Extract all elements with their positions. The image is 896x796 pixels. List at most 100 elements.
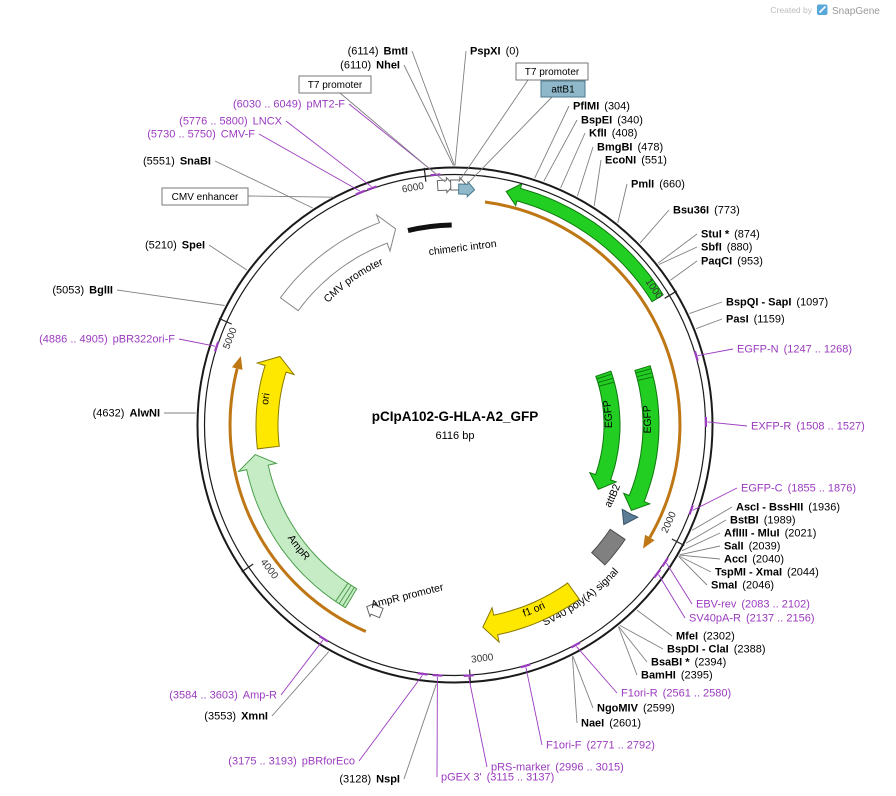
enzyme-label-bstbi[interactable]: BstBI (1989)	[730, 515, 796, 527]
t7-promoter-box-left[interactable]: T7 promoter	[298, 75, 446, 183]
feature-egfp-outer-shape[interactable]	[622, 365, 660, 512]
primer-site-egfp-c[interactable]	[688, 504, 694, 515]
enzyme-label-afliii-mlui[interactable]: AflIII - MluI (2021)	[724, 528, 816, 540]
feature-f1-ori[interactable]: f1 ori	[482, 582, 581, 644]
enzyme-label-bglii[interactable]: (5053) BglII	[52, 285, 113, 297]
feature-egfp-outer[interactable]: EGFP	[622, 365, 660, 512]
t7-promoter-box-right-box[interactable]	[515, 62, 589, 81]
enzyme-label-stui[interactable]: StuI * (874)	[701, 229, 760, 241]
enzyme-label-kfli[interactable]: KflI (408)	[589, 128, 637, 140]
feature-f1-ori-shape[interactable]	[482, 582, 581, 644]
feature-chimeric-intron[interactable]: chimeric intron	[407, 222, 497, 258]
t7-promoter-box-left-label[interactable]: T7 promoter	[308, 80, 363, 91]
feature-orf-left[interactable]	[228, 356, 367, 633]
enzyme-label-acci[interactable]: AccI (2040)	[724, 554, 784, 566]
enzyme-label-pspxi[interactable]: PspXI (0)	[470, 46, 519, 58]
feature-chimeric-intron-shape[interactable]	[407, 222, 452, 234]
primer-label-pbr322ori-f[interactable]: (4886 .. 4905) pBR322ori-F	[39, 334, 175, 346]
feature-cmv-promoter-shape[interactable]	[279, 213, 397, 312]
feature-t7-promoter-1-shape[interactable]	[436, 176, 455, 194]
primer-site-pmt2-f[interactable]	[430, 173, 441, 177]
enzyme-label-bmgbi[interactable]: BmgBI (478)	[597, 142, 663, 154]
t7-promoter-box-right[interactable]: T7 promoter	[458, 62, 589, 183]
feature-ori-shape[interactable]	[255, 355, 296, 450]
enzyme-label-tspmi-xmai[interactable]: TspMI - XmaI (2044)	[715, 567, 819, 579]
attb1-box-label[interactable]: attB1	[551, 85, 575, 96]
primer-label-lncx[interactable]: (5776 .. 5800) LNCX	[179, 116, 283, 128]
primer-site-amp-r[interactable]	[318, 635, 329, 643]
feature-ampr-promoter-shape[interactable]	[366, 601, 384, 619]
primer-site-prs-marker[interactable]	[463, 674, 474, 677]
feature-label-egfp-inner[interactable]: EGFP	[601, 399, 615, 428]
primer-label-egfp-c[interactable]: EGFP-C (1855 .. 1876)	[741, 483, 856, 495]
feature-orf-right-head[interactable]	[643, 534, 655, 549]
primer-site-egfp-n[interactable]	[693, 350, 699, 362]
feature-label-ampr-promoter[interactable]: AmpR promoter	[370, 581, 445, 611]
t7-promoter-box-left-box[interactable]	[298, 75, 372, 94]
feature-cds-top[interactable]	[505, 182, 664, 303]
t7-promoter-box-right-label[interactable]: T7 promoter	[525, 67, 580, 78]
primer-site-pbr322ori-f[interactable]	[213, 341, 220, 352]
primer-label-exfp-r[interactable]: EXFP-R (1508 .. 1527)	[751, 421, 865, 433]
feature-ori[interactable]: ori	[255, 355, 296, 450]
primer-label-f1ori-f[interactable]: F1ori-F (2771 .. 2792)	[546, 740, 655, 752]
feature-cmv-promoter[interactable]: CMV promoter	[279, 213, 397, 312]
enzyme-label-spei[interactable]: (5210) SpeI	[145, 240, 205, 252]
primer-label-pmt2-f[interactable]: (6030 .. 6049) pMT2-F	[233, 99, 345, 111]
feature-egfp-inner-shape[interactable]	[588, 370, 621, 490]
enzyme-label-asci-bsshii[interactable]: AscI - BssHII (1936)	[736, 502, 840, 514]
enzyme-label-mfei[interactable]: MfeI (2302)	[676, 631, 735, 643]
enzyme-label-sbfi[interactable]: SbfI (880)	[701, 242, 752, 254]
primer-label-cmv-f[interactable]: (5730 .. 5750) CMV-F	[147, 129, 255, 141]
feature-label-ori[interactable]: ori	[259, 392, 273, 405]
primer-site-f1ori-r[interactable]	[570, 641, 581, 649]
primer-label-prs-marker[interactable]: pRS-marker (2996 .. 3015)	[491, 762, 624, 774]
cmv-enhancer-box-label[interactable]: CMV enhancer	[172, 192, 239, 203]
feature-attb1[interactable]	[458, 180, 476, 199]
feature-ampr-promoter[interactable]: AmpR promoter	[366, 581, 445, 619]
feature-orf-left-body[interactable]	[228, 368, 367, 633]
feature-label-chimeric-intron[interactable]: chimeric intron	[428, 238, 497, 258]
cmv-enhancer-box-box[interactable]	[161, 187, 249, 206]
enzyme-label-econi[interactable]: EcoNI (551)	[605, 155, 667, 167]
enzyme-label-sali[interactable]: SalI (2039)	[724, 541, 780, 553]
enzyme-label-bspqi-sapi[interactable]: BspQI - SapI (1097)	[726, 297, 828, 309]
feature-label-egfp-outer[interactable]: EGFP	[641, 405, 654, 434]
feature-attb2-shape[interactable]	[621, 508, 639, 526]
enzyme-label-paqci[interactable]: PaqCI (953)	[701, 256, 763, 268]
feature-cds-top-shape[interactable]	[505, 182, 664, 303]
enzyme-label-alwni[interactable]: (4632) AlwNI	[93, 408, 160, 420]
primer-label-ebv-rev[interactable]: EBV-rev (2083 .. 2102)	[696, 599, 810, 611]
enzyme-label-pflmi[interactable]: PflMI (304)	[573, 101, 630, 113]
primer-label-egfp-n[interactable]: EGFP-N (1247 .. 1268)	[737, 344, 852, 356]
primer-site-ebv-rev[interactable]	[661, 557, 669, 567]
feature-ampr-shape[interactable]	[237, 454, 358, 609]
feature-egfp-inner[interactable]: EGFP	[588, 370, 621, 490]
enzyme-label-pmli[interactable]: PmlI (660)	[631, 179, 685, 191]
enzyme-label-nhei[interactable]: (6110) NheI	[340, 60, 400, 72]
enzyme-label-nspi[interactable]: (3128) NspI	[339, 774, 400, 786]
enzyme-label-xmni[interactable]: (3553) XmnI	[204, 711, 268, 723]
enzyme-label-bsabi[interactable]: BsaBI * (2394)	[651, 657, 726, 669]
primer-label-amp-r[interactable]: (3584 .. 3603) Amp-R	[169, 690, 277, 702]
enzyme-label-bsu36i[interactable]: Bsu36I (773)	[673, 205, 740, 217]
attb1-box[interactable]: attB1	[466, 80, 586, 185]
feature-orf-right-body[interactable]	[484, 200, 682, 539]
feature-orf-left-head[interactable]	[231, 356, 243, 370]
feature-attb1-shape[interactable]	[458, 180, 476, 199]
primer-label-sv40pa-r[interactable]: SV40pA-R (2137 .. 2156)	[689, 613, 814, 625]
enzyme-label-smai[interactable]: SmaI (2046)	[711, 580, 774, 592]
enzyme-label-bmti[interactable]: (6114) BmtI	[348, 46, 408, 58]
enzyme-label-bspei[interactable]: BspEI (340)	[581, 115, 643, 127]
primer-label-f1ori-r[interactable]: F1ori-R (2561 .. 2580)	[621, 688, 731, 700]
primer-site-lncx[interactable]	[366, 185, 378, 191]
enzyme-label-pasi[interactable]: PasI (1159)	[726, 314, 785, 326]
feature-sv40-polya-shape[interactable]	[590, 528, 626, 566]
primer-site-pgex-3[interactable]	[432, 673, 443, 677]
primer-label-pbrforeco[interactable]: (3175 .. 3193) pBRforEco	[228, 756, 355, 768]
enzyme-label-ngomiv[interactable]: NgoMIV (2599)	[597, 703, 675, 715]
primer-site-sv40pa-r[interactable]	[653, 568, 662, 579]
enzyme-label-bamhi[interactable]: BamHI (2395)	[641, 670, 713, 682]
enzyme-label-bspdi-clai[interactable]: BspDI - ClaI (2388)	[667, 644, 766, 656]
enzyme-label-snabi[interactable]: (5551) SnaBI	[143, 156, 211, 168]
